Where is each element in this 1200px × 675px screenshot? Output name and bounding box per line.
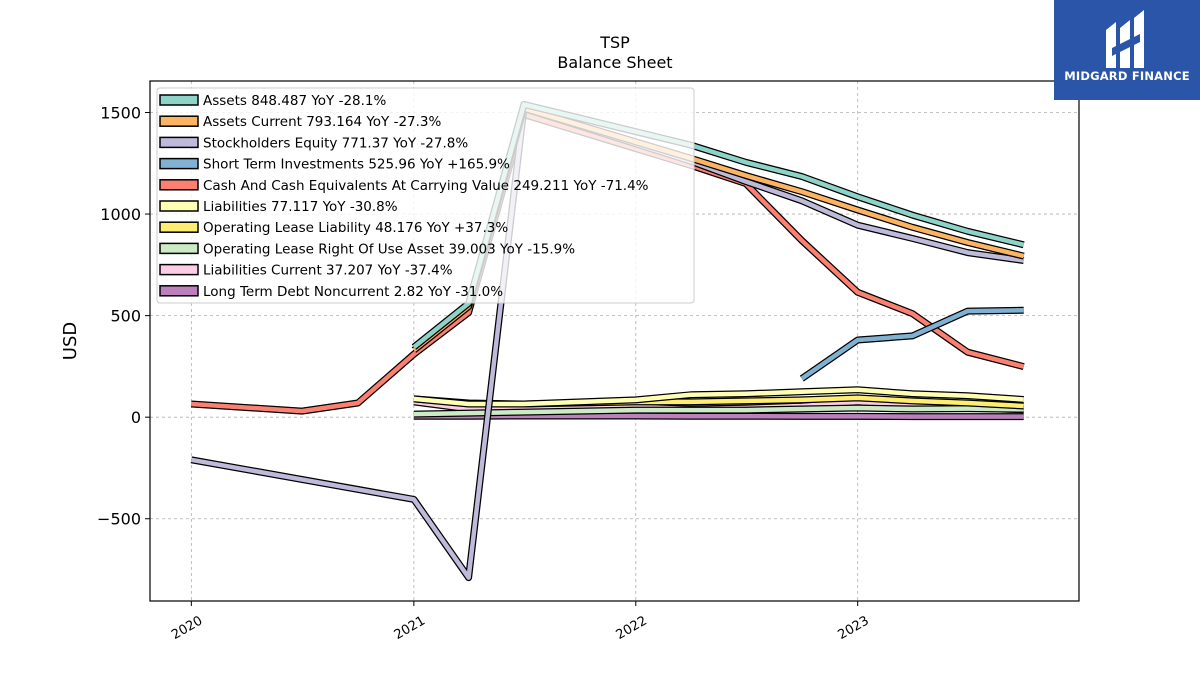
logo-text: MIDGARD FINANCE bbox=[1064, 69, 1190, 83]
chart-subtitle: Balance Sheet bbox=[557, 53, 672, 72]
chart-title: TSP bbox=[599, 33, 630, 52]
legend-swatch bbox=[159, 94, 199, 106]
legend-swatch bbox=[159, 157, 199, 170]
legend-swatch bbox=[159, 285, 199, 297]
plot-frame bbox=[149, 80, 1080, 602]
y-tick-label: 0 bbox=[131, 408, 141, 427]
legend-swatch bbox=[159, 179, 199, 191]
legend-entry: Operating Lease Right Of Use Asset 39.00… bbox=[203, 241, 575, 257]
legend-swatch bbox=[159, 115, 199, 127]
legend-entry: Liabilities Current 37.207 YoY -37.4% bbox=[203, 263, 453, 279]
legend-swatch bbox=[159, 200, 199, 212]
legend-entry: Cash And Cash Equivalents At Carrying Va… bbox=[203, 178, 649, 194]
y-tick-label: 1000 bbox=[100, 205, 141, 224]
legend-swatch bbox=[159, 242, 199, 255]
series-line bbox=[190, 106, 1025, 580]
midgard-logo-icon bbox=[1106, 10, 1144, 68]
legend-entry: Liabilities 77.117 YoY -30.8% bbox=[203, 199, 398, 215]
y-axis-label: USD bbox=[60, 322, 81, 360]
legend-entry: Assets 848.487 YoY -28.1% bbox=[203, 93, 387, 109]
legend-entry: Stockholders Equity 771.37 YoY -27.8% bbox=[203, 135, 468, 151]
legend-entry: Short Term Investments 525.96 YoY +165.9… bbox=[203, 157, 510, 173]
legend-swatch bbox=[159, 136, 199, 149]
series-line bbox=[413, 387, 1024, 407]
series-line bbox=[413, 413, 1024, 419]
y-tick-label: 1500 bbox=[100, 103, 141, 122]
legend-entry: Operating Lease Liability 48.176 YoY +37… bbox=[203, 220, 508, 236]
legend-box bbox=[156, 87, 695, 304]
y-tick-label: 500 bbox=[110, 307, 141, 326]
legend: Assets 848.487 YoY -28.1% Assets Current … bbox=[156, 87, 695, 304]
legend-entry: Long Term Debt Noncurrent 2.82 YoY -31.0… bbox=[203, 284, 503, 300]
y-tick-label: −500 bbox=[97, 510, 141, 529]
series-line bbox=[800, 308, 1024, 381]
legend-entry: Assets Current 793.164 YoY -27.3% bbox=[203, 114, 442, 130]
legend-swatch bbox=[159, 263, 199, 276]
midgard-finance-logo: MIDGARD FINANCE bbox=[1054, 0, 1200, 100]
series-line bbox=[413, 405, 1024, 417]
legend-swatch bbox=[159, 221, 199, 233]
